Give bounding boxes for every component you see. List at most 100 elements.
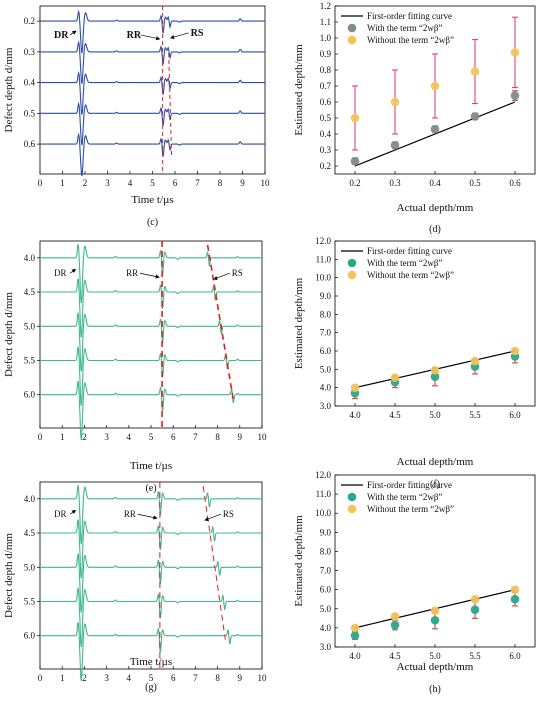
x-tick-label: 2 [83,178,88,188]
legend-with-swatch [347,258,357,268]
x-tick-label: 2 [82,432,87,442]
data-point [430,365,440,375]
data-point [430,124,440,134]
annotation-dr: DR [54,268,67,278]
panel-caption: (d) [429,224,441,235]
legend-label: With the term “2wβ” [367,23,442,33]
x-tick-label: 6.0 [509,410,521,420]
legend-without-swatch [347,270,357,280]
x-axis-label: Actual depth/mm [397,661,474,673]
annotation-arrow [137,513,158,520]
y-tick-label: 0.2 [24,16,35,26]
legend-label: Without the term “2wβ” [367,270,454,280]
x-tick-label: 7 [193,432,198,442]
annotation-rs: RS [232,268,243,278]
y-tick-label: 4.0 [320,383,332,393]
waveform-trace [40,485,262,545]
y-tick-label: 4.0 [24,253,36,263]
panel-caption: (h) [429,684,441,695]
x-tick-label: 1 [60,673,65,683]
fit-line [354,101,516,167]
data-point [470,594,480,604]
y-tick-label: 3.0 [320,642,332,652]
waveform-trace [40,40,265,84]
data-point [390,97,400,107]
annotation-dr: DR [54,509,67,519]
y-axis-label: Estimated depth/mm [293,515,305,607]
annotation-arrow [140,34,161,41]
y-tick-label: 12.0 [315,470,331,480]
x-tick-label: 0.2 [349,178,360,188]
y-tick-label: 6.0 [24,390,36,400]
y-tick-label: 8.0 [320,309,332,319]
y-tick-label: 6.0 [320,585,332,595]
y-axis-label: Defect depth d/mm [3,533,15,618]
rs-dashed-line [168,53,173,158]
data-point [350,156,360,166]
annotation-arrow [213,272,230,280]
y-tick-label: 10.0 [315,273,331,283]
annotation-rr: RR [124,509,136,519]
panel-caption: (c) [147,217,158,228]
panel-caption: (f) [430,479,440,490]
y-tick-label: 0.5 [320,113,332,123]
y-tick-label: 0.6 [24,139,36,149]
x-tick-label: 5.5 [469,651,481,661]
y-axis-label: Defect depth d/mm [3,292,15,377]
y-tick-label: 4.0 [24,494,36,504]
legend-with-swatch [347,23,357,33]
y-tick-label: 0.5 [24,108,36,118]
data-point [510,48,520,57]
y-tick-label: 12.0 [315,236,331,246]
x-tick-label: 9 [238,673,243,683]
data-point [510,594,520,604]
x-tick-label: 4 [127,673,132,683]
x-axis-label: Actual depth/mm [397,456,474,468]
data-point [470,112,480,121]
waveform-trace [40,381,262,441]
panel-caption: (g) [145,682,157,693]
y-axis-label: Estimated depth/mm [293,44,305,136]
y-tick-label: 6.0 [24,631,36,641]
x-tick-label: 5 [149,673,154,683]
x-tick-label: 10 [258,432,268,442]
annotation-arrow [169,32,189,40]
y-tick-label: 5.0 [320,364,332,374]
y-tick-label: 7.0 [320,566,332,576]
y-tick-label: 1.1 [320,17,331,27]
data-point [350,631,360,640]
y-tick-label: 9.0 [320,291,332,301]
data-point [470,605,480,615]
x-tick-label: 4.0 [349,410,361,420]
x-tick-label: 4.0 [349,651,361,661]
annotation-rs: RS [191,28,204,39]
panel-caption: (e) [145,483,156,494]
y-tick-label: 10.0 [315,508,331,518]
y-tick-label: 4.5 [24,287,36,297]
y-tick-label: 5.5 [24,355,36,365]
x-tick-label: 3 [104,432,109,442]
waveform-trace [40,312,262,372]
data-point [510,346,520,356]
data-point [430,606,440,615]
x-tick-label: 5.0 [429,410,441,420]
y-tick-label: 0.7 [320,81,332,91]
x-tick-label: 8 [215,673,220,683]
data-point [470,67,480,76]
x-tick-label: 8 [215,432,220,442]
x-tick-label: 0 [38,432,43,442]
y-tick-label: 0.4 [320,129,332,139]
annotation-rr: RR [126,268,138,278]
y-tick-label: 0.8 [320,65,332,75]
annotation-arrow [69,509,77,515]
y-tick-label: 1.0 [320,33,332,43]
waveform-trace [40,244,262,304]
x-tick-label: 6 [171,432,176,442]
x-tick-label: 3 [105,178,110,188]
waveform-trace [40,132,265,177]
y-tick-label: 5.0 [320,604,332,614]
x-tick-label: 5 [150,178,155,188]
waveform-trace [40,587,262,647]
x-tick-label: 6 [171,673,176,683]
y-tick-label: 0.4 [24,78,36,88]
